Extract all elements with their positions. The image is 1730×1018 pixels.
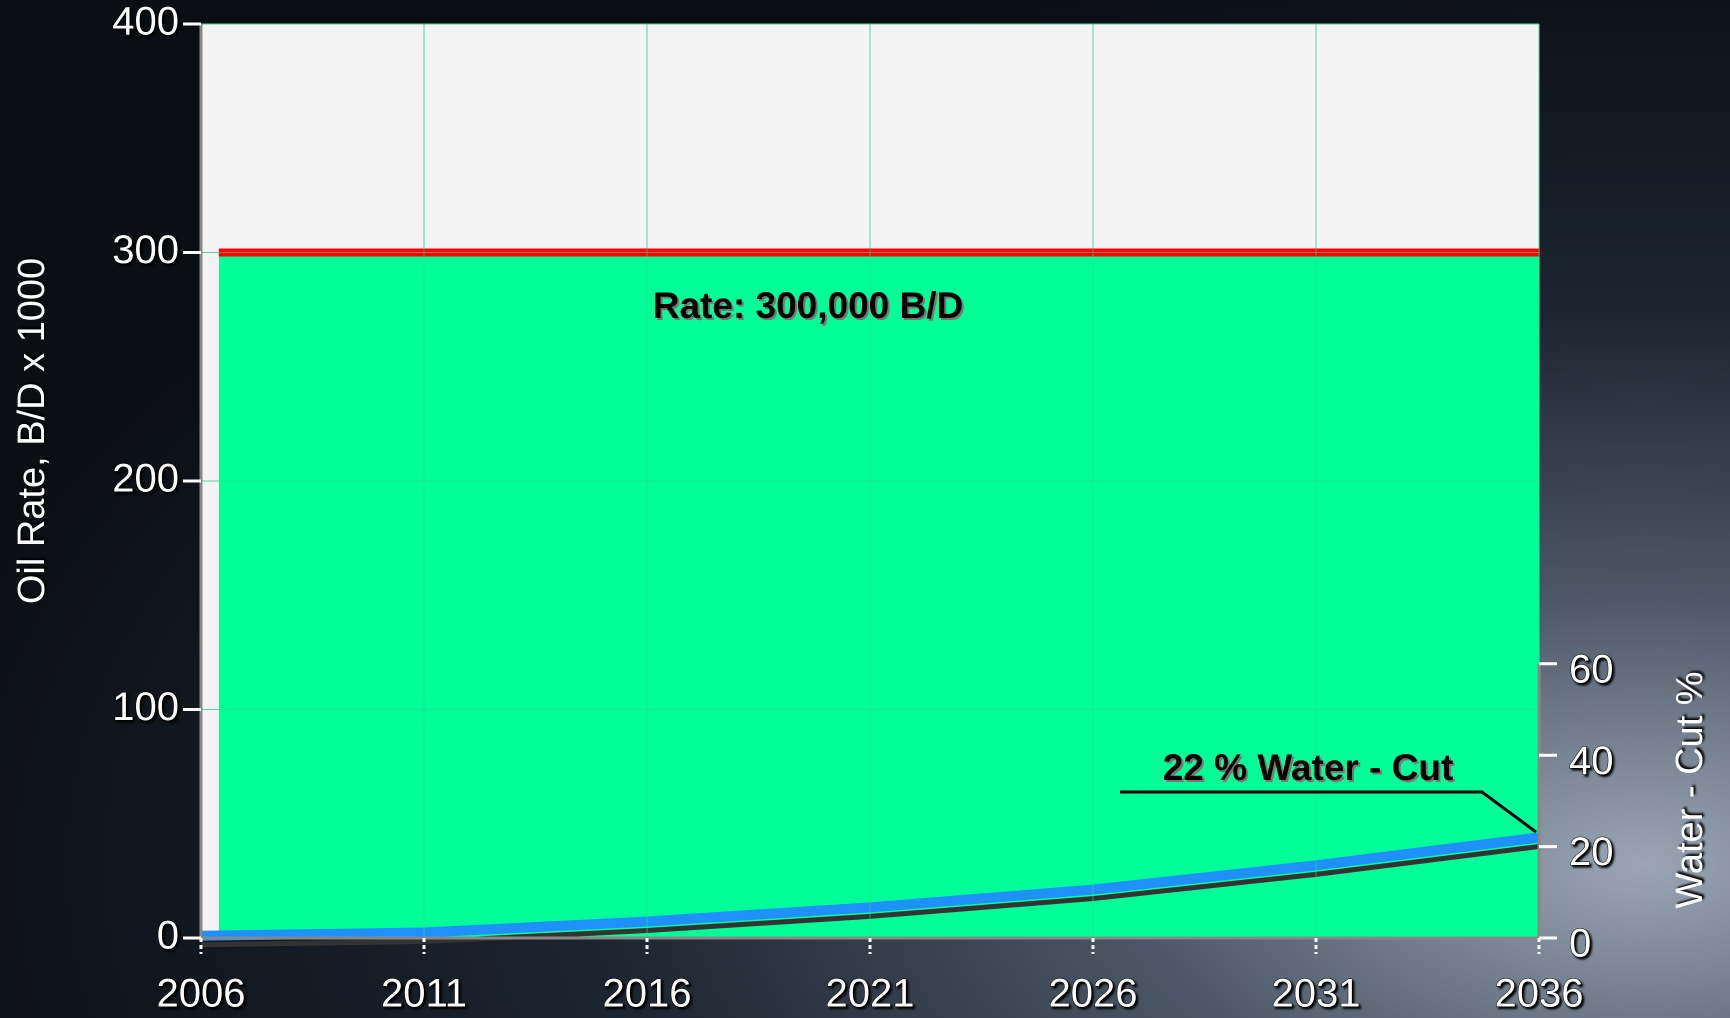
x-tick-label: 2016 — [603, 972, 692, 1016]
x-tick-label: 2021 — [826, 972, 915, 1016]
y2-tick-label: 20 — [1569, 830, 1614, 874]
x-tick-label: 2011 — [381, 972, 467, 1016]
x-tick-label: 2006 — [157, 972, 246, 1016]
y-tick-label: 200 — [112, 457, 179, 501]
rate-annotation: Rate: 300,000 B/D — [653, 285, 964, 326]
oil-rate-area — [218, 252, 1540, 938]
y2-tick-label: 40 — [1569, 739, 1614, 783]
x-tick-label: 2026 — [1049, 972, 1138, 1016]
water-cut-annotation: 22 % Water - Cut — [1163, 747, 1454, 788]
y-tick-label: 300 — [112, 228, 179, 272]
y-tick-label: 100 — [112, 685, 179, 729]
y2-tick-label: 0 — [1569, 922, 1591, 966]
y-tick-label: 0 — [157, 914, 179, 958]
x-tick-label: 2036 — [1495, 972, 1584, 1016]
y2-axis-label: Water - Cut % — [1669, 671, 1711, 908]
annotation-pointer — [1120, 790, 1537, 834]
x-tick-label: 2031 — [1272, 972, 1361, 1016]
y2-tick-label: 60 — [1569, 647, 1614, 691]
y-tick-label: 400 — [112, 0, 179, 44]
y-axis-label: Oil Rate, B/D x 1000 — [11, 258, 53, 604]
